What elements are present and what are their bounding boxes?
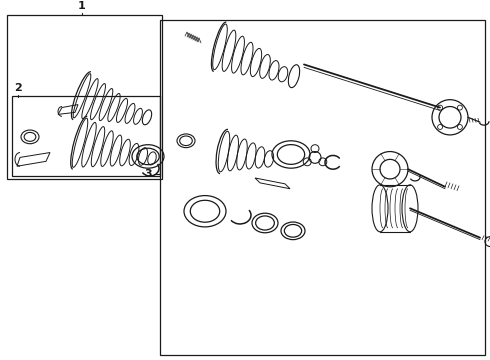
Bar — [12, 96, 160, 176]
Text: 1: 1 — [78, 1, 86, 11]
Text: 2: 2 — [14, 83, 22, 93]
Bar — [160, 21, 485, 355]
Text: 3: 3 — [145, 169, 152, 179]
Bar — [7, 14, 162, 179]
